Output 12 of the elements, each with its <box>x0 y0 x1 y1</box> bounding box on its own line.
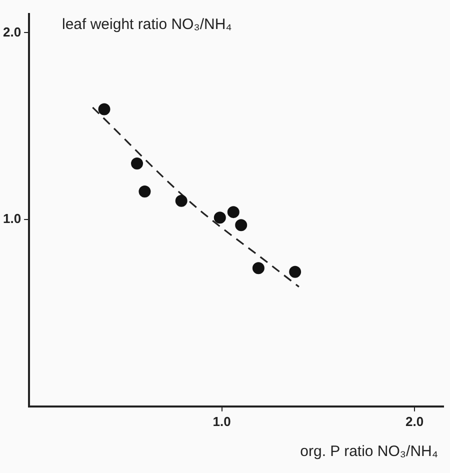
line-series <box>92 106 300 288</box>
point <box>131 157 144 170</box>
point <box>252 262 264 274</box>
point <box>98 103 110 116</box>
x-axis-title: org. P ratio NO₃/NH₄ <box>300 443 438 460</box>
point <box>138 186 151 198</box>
point <box>214 212 226 224</box>
point <box>235 219 248 232</box>
point <box>289 266 302 278</box>
y-axis-title: leaf weight ratio NO₃/NH₄ <box>62 16 232 33</box>
point <box>227 206 240 218</box>
point <box>175 194 188 207</box>
